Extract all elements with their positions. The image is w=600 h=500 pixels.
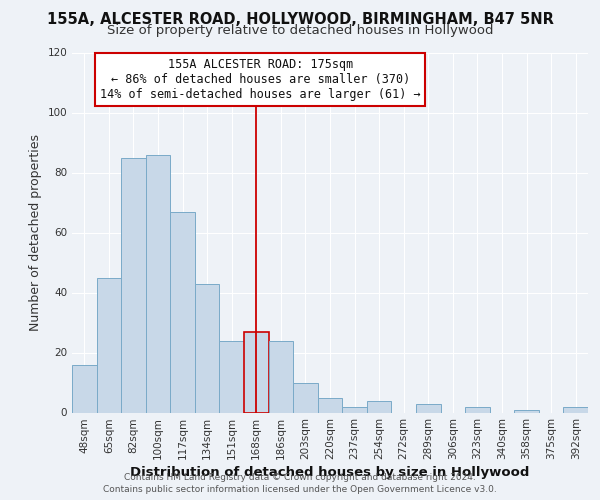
Bar [514, 410, 539, 412]
Text: Contains HM Land Registry data © Crown copyright and database right 2024.
Contai: Contains HM Land Registry data © Crown c… [103, 472, 497, 494]
Y-axis label: Number of detached properties: Number of detached properties [29, 134, 42, 331]
Text: 155A, ALCESTER ROAD, HOLLYWOOD, BIRMINGHAM, B47 5NR: 155A, ALCESTER ROAD, HOLLYWOOD, BIRMINGH… [47, 12, 553, 26]
Bar [465, 406, 490, 412]
Text: Size of property relative to detached houses in Hollywood: Size of property relative to detached ho… [107, 24, 493, 37]
Bar [170, 212, 195, 412]
Text: 155A ALCESTER ROAD: 175sqm
← 86% of detached houses are smaller (370)
14% of sem: 155A ALCESTER ROAD: 175sqm ← 86% of deta… [100, 58, 421, 101]
Bar [342, 406, 367, 412]
Bar [195, 284, 220, 412]
Bar [416, 404, 440, 412]
Bar [146, 154, 170, 412]
Bar [97, 278, 121, 412]
Bar [72, 364, 97, 412]
Bar [367, 400, 391, 412]
X-axis label: Distribution of detached houses by size in Hollywood: Distribution of detached houses by size … [130, 466, 530, 479]
Bar [563, 406, 588, 412]
Bar [293, 382, 318, 412]
Bar [121, 158, 146, 412]
Bar [318, 398, 342, 412]
Bar [220, 340, 244, 412]
Bar [269, 340, 293, 412]
Bar [244, 332, 269, 412]
